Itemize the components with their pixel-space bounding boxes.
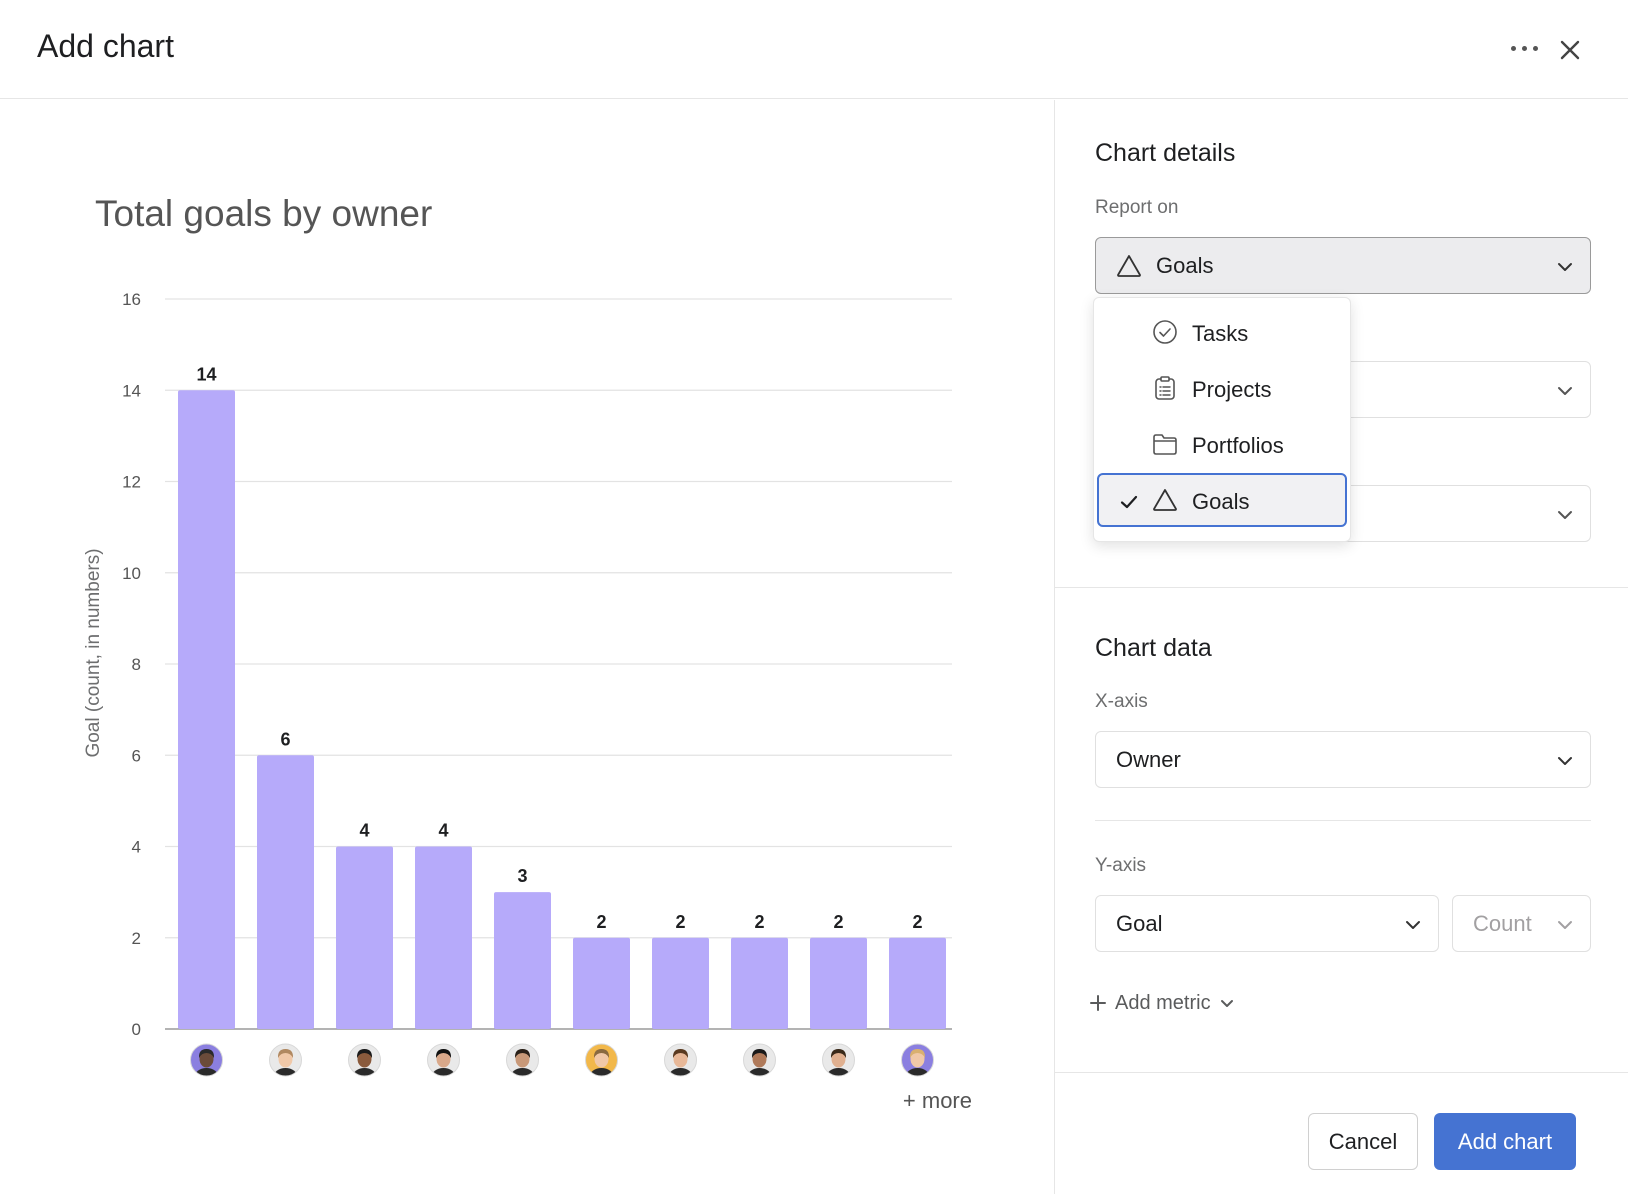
y-axis-aggregation-select[interactable]: Count: [1452, 895, 1591, 952]
report-on-dropdown-menu: Tasks Projects Portfolios Goals: [1093, 297, 1351, 542]
owner-avatar[interactable]: [822, 1043, 855, 1086]
add-metric-label: Add metric: [1115, 991, 1211, 1014]
dropdown-item-goals[interactable]: Goals: [1097, 473, 1347, 527]
checkmark-icon: [1120, 495, 1138, 509]
owner-avatar[interactable]: [664, 1043, 697, 1086]
y-axis-label: Y-axis: [1095, 855, 1147, 876]
dot-icon: [1521, 45, 1527, 51]
bar[interactable]: [573, 937, 630, 1029]
bar[interactable]: [652, 937, 709, 1029]
dropdown-item-label: Projects: [1192, 377, 1272, 402]
y-tick-label: 4: [132, 838, 141, 857]
bar-value-label: 2: [596, 912, 606, 932]
dropdown-item-tasks[interactable]: Tasks: [1097, 305, 1347, 359]
bar[interactable]: [415, 846, 472, 1030]
y-tick-label: 6: [132, 746, 141, 765]
footer-divider: [1055, 1072, 1628, 1073]
chart-data-title: Chart data: [1095, 634, 1212, 662]
close-icon[interactable]: [1550, 30, 1590, 70]
more-options-button[interactable]: [1502, 30, 1546, 66]
y-tick-label: 8: [132, 655, 141, 674]
dialog-header: Add chart: [0, 0, 1628, 99]
report-on-label: Report on: [1095, 197, 1179, 218]
more-owners-link[interactable]: + more: [903, 1088, 972, 1113]
chevron-down-icon: [1406, 921, 1420, 929]
y-axis-select[interactable]: Goal: [1095, 895, 1439, 952]
owner-avatar[interactable]: [269, 1043, 302, 1086]
field-divider: [1095, 820, 1591, 821]
chevron-down-icon: [1558, 263, 1572, 271]
chevron-down-icon: [1220, 1000, 1233, 1007]
bar[interactable]: [494, 892, 551, 1029]
plus-icon: [1090, 995, 1106, 1011]
clipboard-icon: [1155, 376, 1175, 400]
bar[interactable]: [889, 937, 946, 1029]
triangle-icon: [1117, 255, 1141, 277]
bar[interactable]: [257, 755, 314, 1029]
bar-value-label: 6: [280, 729, 290, 749]
x-axis-label: X-axis: [1095, 691, 1148, 712]
bar-value-label: 2: [675, 912, 685, 932]
bar-value-label: 4: [359, 821, 369, 841]
owner-avatar[interactable]: [190, 1043, 223, 1086]
section-divider: [1055, 587, 1628, 588]
owner-avatar[interactable]: [585, 1043, 618, 1086]
bar-value-label: 14: [196, 364, 216, 384]
y-axis-value: Goal: [1116, 911, 1163, 936]
add-chart-button[interactable]: Add chart: [1434, 1113, 1576, 1170]
y-axis-aggregation-value: Count: [1473, 911, 1532, 936]
chevron-down-icon: [1558, 921, 1572, 929]
x-axis-value: Owner: [1116, 747, 1181, 772]
owner-avatar[interactable]: [348, 1043, 381, 1086]
y-axis-label: Goal (count, in numbers): [83, 548, 104, 757]
dropdown-item-label: Portfolios: [1192, 433, 1284, 458]
owner-avatar[interactable]: [901, 1043, 934, 1086]
bar-value-label: 3: [517, 866, 527, 886]
dropdown-item-portfolios[interactable]: Portfolios: [1097, 417, 1347, 471]
y-tick-label: 16: [122, 290, 141, 309]
y-tick-label: 10: [122, 564, 141, 583]
owner-avatar[interactable]: [506, 1043, 539, 1086]
dot-icon: [1510, 45, 1516, 51]
bar-chart: 0 2 4 6 8 10 12 14 16 14 6 4 4 3 2 2 2 2 2 Goal (count, i…: [83, 290, 972, 1113]
chevron-down-icon: [1558, 757, 1572, 765]
bar-value-label: 2: [833, 912, 843, 932]
chart-settings-pane: Chart details Report on Goals Chart data…: [1054, 100, 1628, 1194]
bar[interactable]: [178, 390, 235, 1029]
bar-value-label: 2: [912, 912, 922, 932]
report-on-value: Goals: [1156, 253, 1214, 278]
y-tick-label: 2: [132, 929, 141, 948]
chart-preview-pane: Total goals by owner 0 2 4 6 8 10 12 14 16 14 6 4 4…: [0, 100, 1054, 1194]
y-tick-label: 0: [132, 1020, 141, 1039]
bar[interactable]: [336, 846, 393, 1030]
folder-icon: [1153, 434, 1177, 455]
chart-details-title: Chart details: [1095, 139, 1236, 167]
chevron-down-icon: [1558, 387, 1572, 395]
bar[interactable]: [731, 937, 788, 1029]
dropdown-item-projects[interactable]: Projects: [1097, 361, 1347, 415]
y-tick-label: 12: [122, 473, 141, 492]
y-tick-label: 14: [122, 381, 141, 400]
chart-title: Total goals by owner: [95, 193, 433, 234]
report-on-select[interactable]: Goals: [1095, 237, 1591, 294]
check-circle-icon: [1153, 320, 1177, 344]
x-axis-select[interactable]: Owner: [1095, 731, 1591, 788]
add-metric-button[interactable]: Add metric: [1089, 987, 1235, 1019]
dialog-title: Add chart: [37, 28, 174, 64]
owner-avatar[interactable]: [743, 1043, 776, 1086]
cancel-button[interactable]: Cancel: [1308, 1113, 1418, 1170]
bar-value-label: 2: [754, 912, 764, 932]
owner-avatar[interactable]: [427, 1043, 460, 1086]
chevron-down-icon: [1558, 511, 1572, 519]
bar[interactable]: [810, 937, 867, 1029]
triangle-icon: [1153, 489, 1177, 511]
bar-value-label: 4: [438, 821, 448, 841]
dot-icon: [1532, 45, 1538, 51]
dropdown-item-label: Goals: [1192, 489, 1250, 514]
dropdown-item-label: Tasks: [1192, 321, 1249, 346]
